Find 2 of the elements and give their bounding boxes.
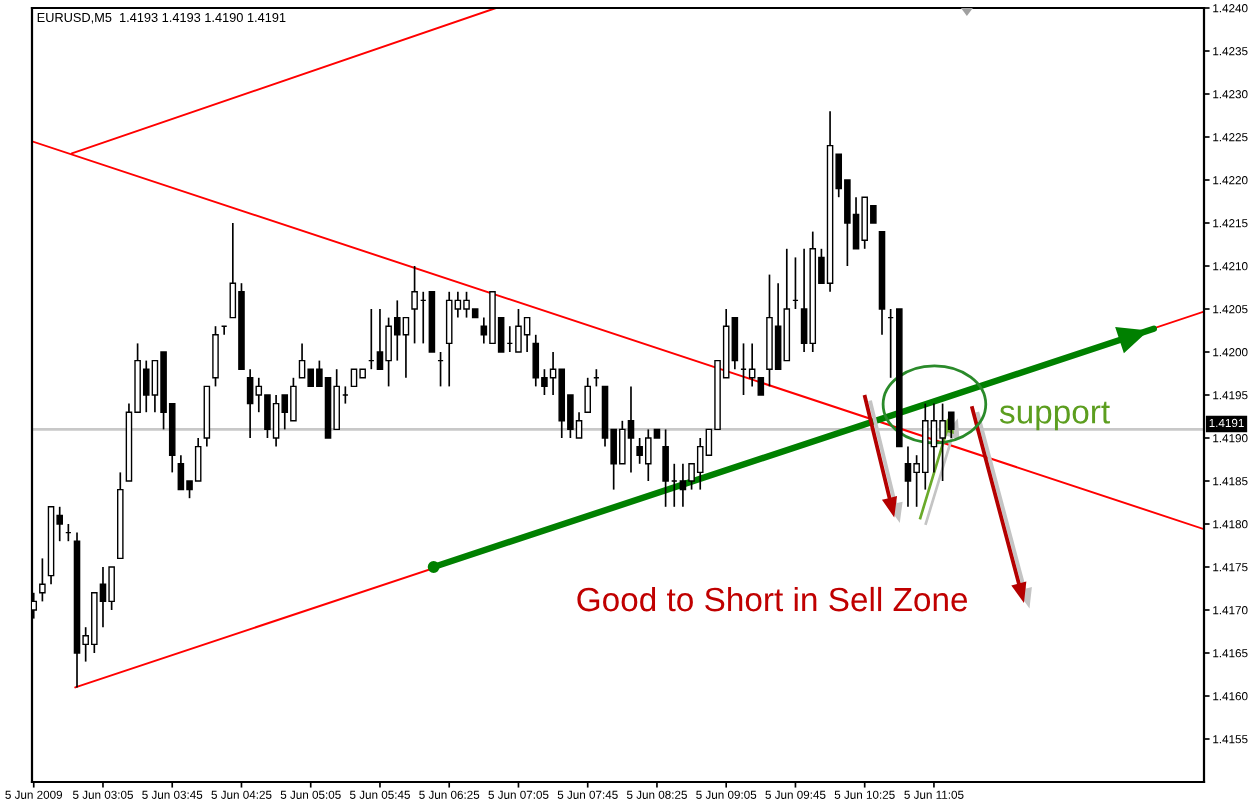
- annotation: Good to Short in Sell Zone: [577, 586, 968, 612]
- annotation: support: [999, 401, 1110, 431]
